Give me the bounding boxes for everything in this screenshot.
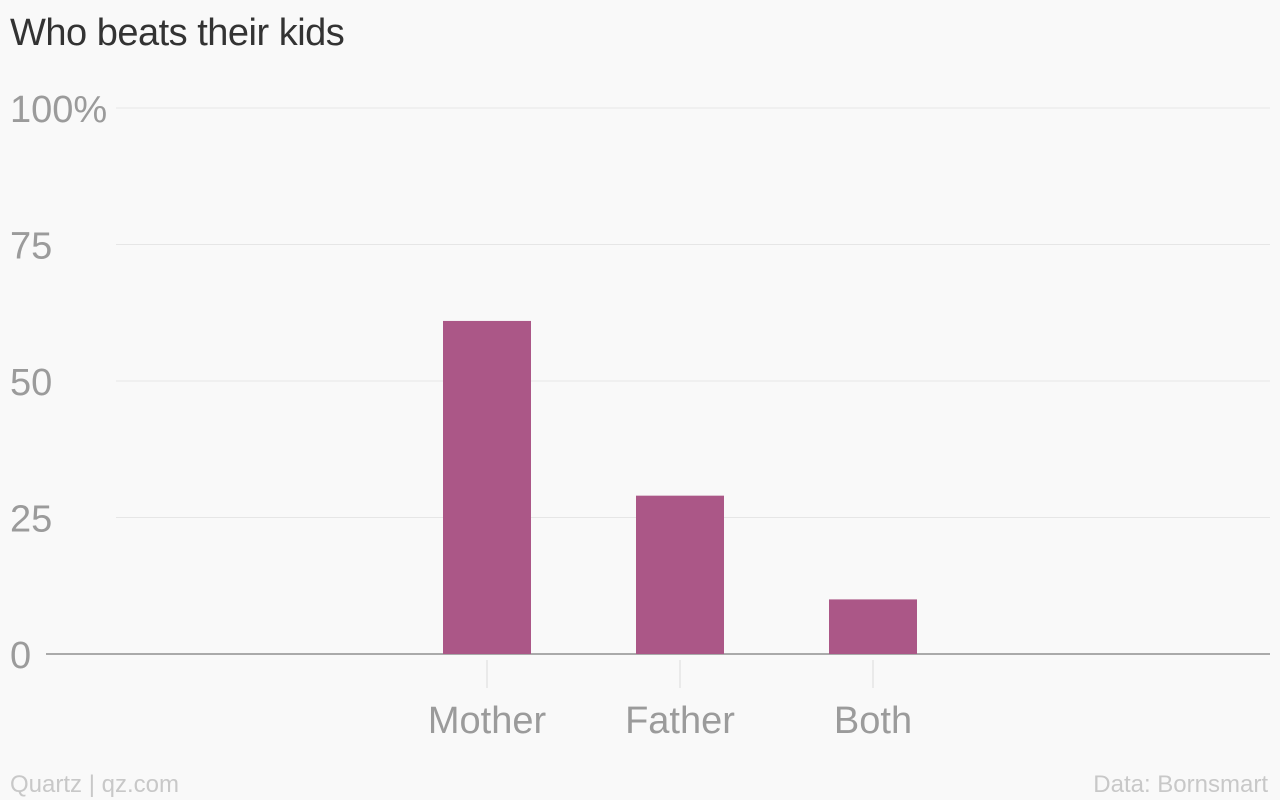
y-tick-label: 25 [10, 499, 52, 541]
y-tick-label: 0 [10, 635, 31, 677]
y-tick-label: 75 [10, 226, 52, 268]
y-tick-label: 50 [10, 362, 52, 404]
footer-source-right: Data: Bornsmart [1093, 771, 1268, 798]
x-tick-label: Father [625, 700, 735, 742]
y-axis-ticks: 0 25 50 75 100% [10, 89, 107, 677]
x-tick-label: Both [834, 700, 912, 742]
x-tick-label: Mother [428, 700, 547, 742]
y-tick-label: 100% [10, 89, 107, 131]
bars [443, 320, 917, 654]
bar-father [636, 495, 724, 654]
bar-mother [443, 320, 531, 654]
footer-source-left: Quartz | qz.com [10, 771, 179, 798]
x-axis-ticks: Mother Father Both [428, 660, 912, 742]
chart-title: Who beats their kids [10, 12, 345, 54]
bar-both [829, 599, 917, 654]
